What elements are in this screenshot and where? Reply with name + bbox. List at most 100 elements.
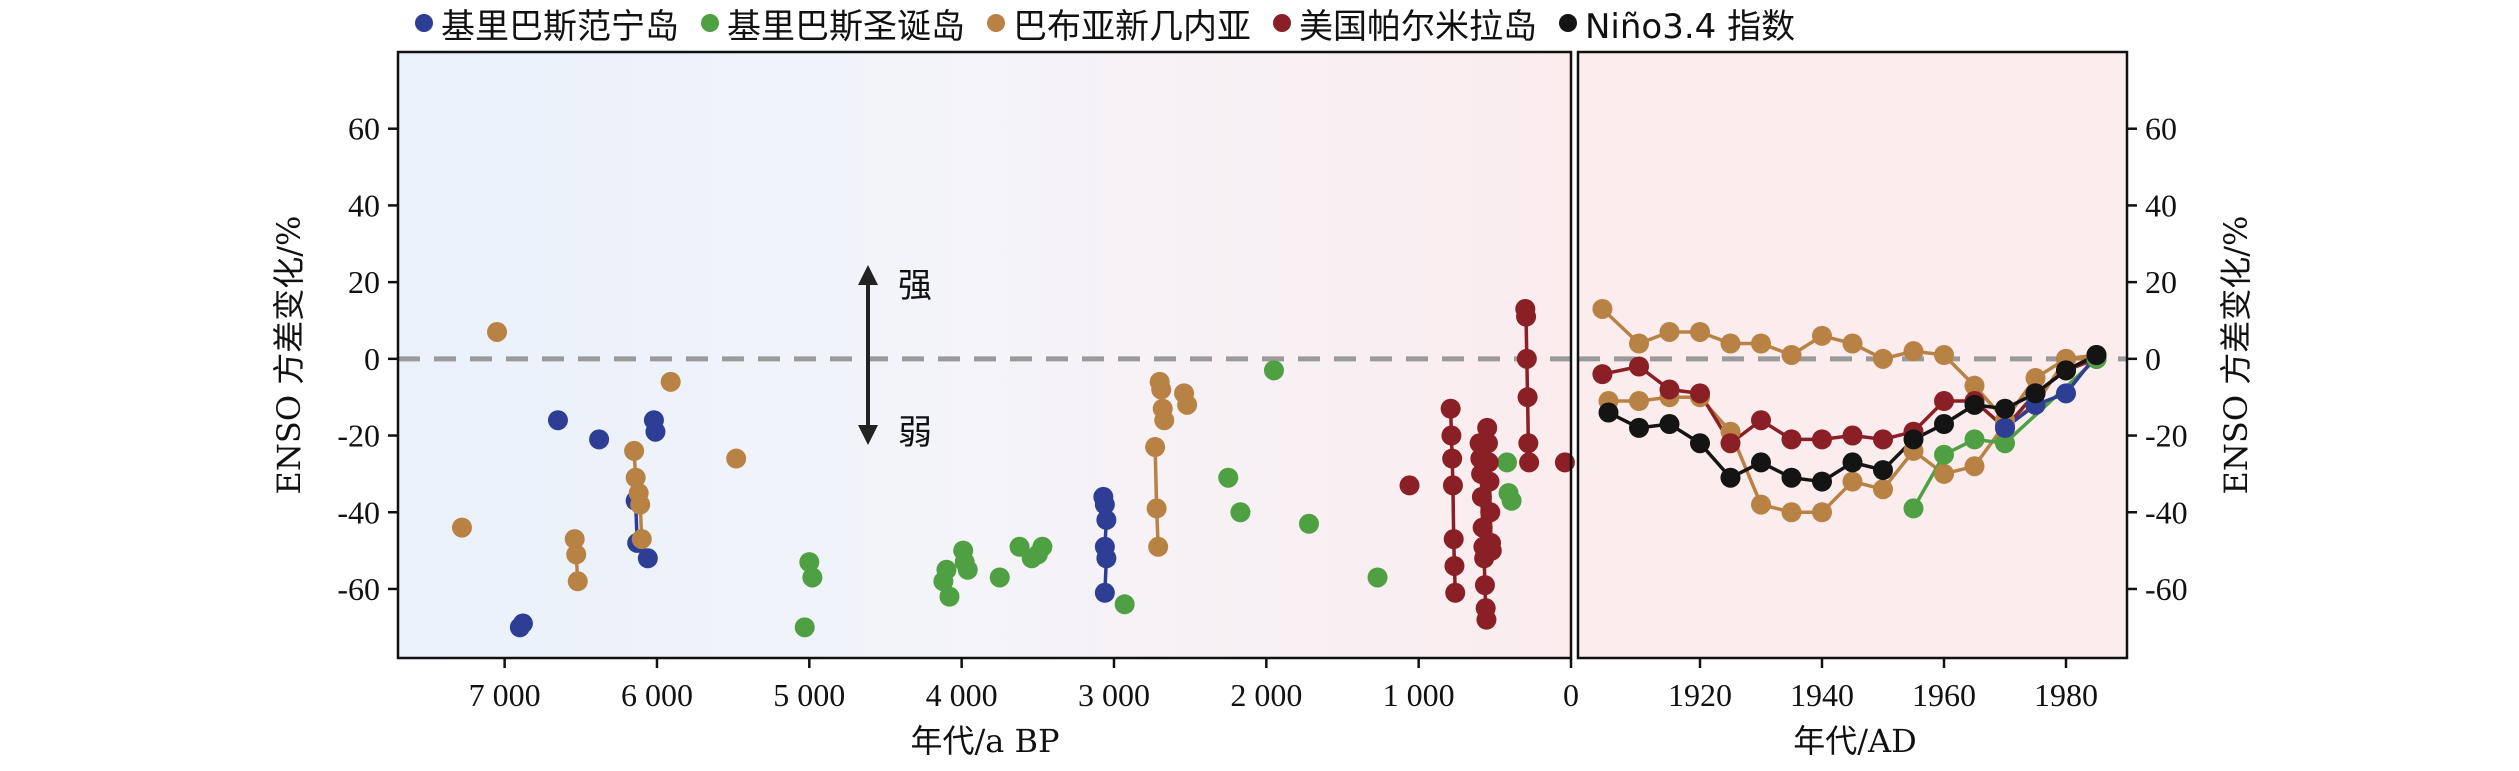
data-point <box>1478 452 1499 473</box>
data-point <box>564 529 585 550</box>
data-point <box>939 586 960 607</box>
legend-label: Niño3.4 指数 <box>1585 6 1796 47</box>
data-point <box>1842 425 1863 446</box>
data-point <box>1443 529 1464 550</box>
x-tick-label: 2 000 <box>1230 677 1302 713</box>
data-point <box>2056 383 2076 404</box>
data-point <box>1263 360 1284 381</box>
data-point <box>1154 410 1175 431</box>
data-point <box>487 321 508 342</box>
data-point <box>1592 298 1613 319</box>
data-point <box>1516 306 1537 327</box>
x-tick-label: 5 000 <box>773 677 845 713</box>
data-point <box>1480 502 1501 523</box>
data-point <box>1781 502 1802 523</box>
data-point <box>1690 433 1710 454</box>
data-point <box>1842 333 1863 354</box>
data-point <box>1751 410 1771 431</box>
legend-item-png: 巴布亚新几内亚 <box>987 0 1251 48</box>
data-point <box>1477 417 1498 438</box>
data-point <box>1995 398 2015 419</box>
data-point <box>2086 345 2107 365</box>
data-point <box>624 440 645 461</box>
data-point <box>645 421 666 442</box>
data-point <box>1177 394 1198 415</box>
data-point <box>794 617 815 638</box>
data-point <box>1812 471 1832 492</box>
legend-label: 基里巴斯圣诞岛 <box>727 6 965 47</box>
data-point <box>2025 383 2046 404</box>
y-tick-label: -20 <box>2145 418 2188 454</box>
data-point <box>1517 387 1538 408</box>
y-tick-label: -60 <box>337 571 380 607</box>
data-point <box>1629 391 1649 412</box>
legend-item-fanning: 基里巴斯范宁岛 <box>415 0 679 48</box>
right-plot <box>1578 298 2127 523</box>
right-panel-background <box>1578 52 2127 658</box>
y-tick-label: 40 <box>2145 187 2177 223</box>
x-tick-label: 4 000 <box>926 677 998 713</box>
data-point <box>1501 490 1522 511</box>
data-point <box>1629 333 1649 354</box>
data-point <box>802 567 823 588</box>
data-point <box>631 529 652 550</box>
data-point <box>1479 471 1500 492</box>
data-point <box>637 548 658 569</box>
data-point <box>1720 333 1741 354</box>
data-point <box>1032 536 1053 557</box>
axes: -60 -40 -20 0 20 40 60 -60 -40 -20 0 20 40 60 7 000 6 0… <box>337 111 2187 713</box>
data-point <box>1477 433 1498 454</box>
data-point <box>1751 494 1771 515</box>
data-point <box>1873 348 1893 369</box>
data-point <box>1441 425 1462 446</box>
data-point <box>1690 321 1710 342</box>
data-point <box>1690 383 1710 404</box>
legend-label: 巴布亚新几内亚 <box>1013 6 1251 47</box>
data-point <box>1781 467 1802 488</box>
legend-marker <box>701 14 719 32</box>
data-point <box>936 559 957 580</box>
legend-item-nino: Niño3.4 指数 <box>1559 0 1795 48</box>
data-point <box>1842 452 1863 473</box>
data-point <box>1751 333 1771 354</box>
data-point <box>1476 609 1497 630</box>
data-point <box>1096 509 1117 530</box>
right-x-axis-title: 年代/AD <box>1793 722 1917 760</box>
legend-marker <box>987 14 1005 32</box>
y-tick-label: 0 <box>364 341 380 377</box>
data-point <box>1096 548 1117 569</box>
legend: 基里巴斯范宁岛 基里巴斯圣诞岛 巴布亚新几内亚 美国帕尔米拉岛 Niño3.4 … <box>415 0 1795 48</box>
series-line <box>2003 353 2098 430</box>
data-point <box>1146 498 1167 519</box>
data-point <box>1903 341 1924 362</box>
data-point <box>1812 502 1832 523</box>
data-point <box>1720 467 1741 488</box>
y-tick-label: 60 <box>348 111 380 147</box>
data-point <box>1629 417 1649 438</box>
x-tick-label: 7 000 <box>469 677 541 713</box>
x-tick-label: 1940 <box>1790 677 1854 713</box>
data-point <box>1471 486 1492 507</box>
data-point <box>989 567 1010 588</box>
data-point <box>1812 429 1832 450</box>
y-tick-label: -60 <box>2145 571 2188 607</box>
data-point <box>512 613 533 634</box>
data-point <box>1873 479 1893 500</box>
data-point <box>625 467 646 488</box>
data-point <box>1964 456 1985 477</box>
data-point <box>2056 360 2076 381</box>
data-point <box>1659 321 1680 342</box>
left-panel-frame <box>396 50 1573 660</box>
y-tick-label: 0 <box>2145 341 2161 377</box>
data-point <box>1720 433 1741 454</box>
data-point <box>1444 555 1465 576</box>
right-y-axis-title: ENSO 方差变化/% <box>2217 216 2255 495</box>
data-point <box>1873 429 1893 450</box>
x-tick-label: 0 <box>1563 677 1579 713</box>
x-tick-label: 1960 <box>1912 677 1976 713</box>
data-point <box>1094 582 1115 603</box>
data-point <box>1781 429 1802 450</box>
left-plot <box>398 298 1575 638</box>
data-point <box>1934 345 1954 365</box>
data-point <box>957 559 978 580</box>
